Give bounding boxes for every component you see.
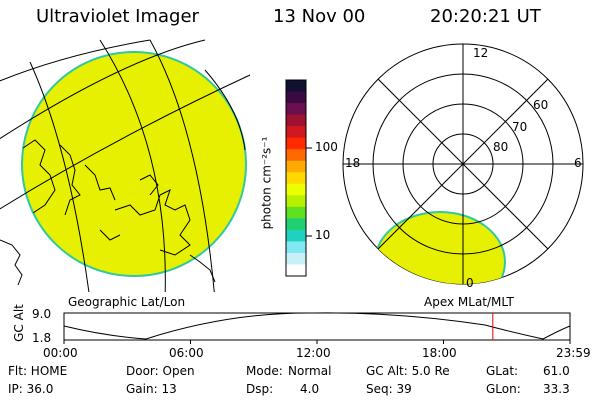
grid-line [0, 74, 251, 210]
grid-line [0, 39, 206, 140]
time-label: 20:20:21 UT [430, 6, 541, 27]
status-gain: Gain: 13 [126, 382, 177, 396]
colorbar-segment [286, 149, 306, 162]
timeline-ytick-bottom: 1.8 [32, 331, 52, 345]
colorbar-segment [286, 80, 306, 93]
colorbar-frame [285, 79, 307, 277]
colorbar-segment [286, 103, 306, 116]
polar-lat-label: 70 [512, 120, 528, 134]
polar-lat-label: 80 [493, 140, 509, 154]
polar-mlt-label-top: 12 [473, 46, 489, 60]
polar-lat-label: 60 [533, 98, 549, 112]
status-door: Door: Open [126, 364, 195, 378]
coastline [99, 229, 121, 241]
timeline-ylabel: GC Alt [11, 304, 26, 342]
lat-lon-grid [0, 39, 251, 292]
status-dsp-label: Dsp: [246, 382, 274, 396]
status-ip: IP: 36.0 [8, 382, 54, 396]
colorbar [286, 80, 306, 277]
colorbar-segment [286, 229, 306, 242]
status-glat: 61.0 [543, 364, 570, 378]
app-title: Ultraviolet Imager [36, 6, 199, 27]
altitude-timeline [63, 312, 571, 344]
grid-line [29, 61, 90, 292]
status-flight: Flt: HOME [8, 364, 68, 378]
coastline [59, 144, 81, 216]
polar-mlt-label-left: 18 [345, 156, 361, 170]
colorbar-segment [286, 241, 306, 254]
timeline-xtick-label: 23:59 [556, 346, 591, 360]
colorbar-segment [286, 218, 306, 231]
status-mode: Normal [288, 364, 332, 378]
status-seq: Seq: 39 [366, 382, 412, 396]
date-label: 13 Nov 00 [273, 6, 366, 27]
timeline-ticks [63, 340, 571, 344]
polar-panel-caption: Apex MLat/MLT [424, 295, 514, 309]
colorbar-segment [286, 91, 306, 104]
grid-line [0, 39, 151, 82]
coastline [22, 139, 56, 231]
uv-emission-region [21, 51, 247, 277]
colorbar-segment [286, 252, 306, 265]
colorbar-segment [286, 264, 306, 277]
grid-line [204, 69, 246, 151]
status-gc-alt: GC Alt: 5.0 Re [366, 364, 450, 378]
colorbar-segment [286, 126, 306, 139]
geographic-map [0, 39, 251, 292]
timeline-ytick-top: 9.0 [32, 307, 52, 321]
colorbar-segment [286, 114, 306, 127]
altitude-curve [63, 312, 571, 340]
polar-plot [342, 43, 584, 285]
coastline [139, 174, 159, 196]
colorbar-unit-label: photon cm⁻²s⁻¹ [259, 136, 274, 230]
colorbar-segment [286, 160, 306, 173]
timeline-xtick-label: 06:00 [169, 346, 204, 360]
coastlines [22, 139, 191, 256]
colorbar-segment [286, 172, 306, 185]
colorbar-segment [286, 195, 306, 208]
polar-spokes [343, 44, 583, 284]
coastline [114, 189, 191, 256]
status-glon: 33.3 [543, 382, 570, 396]
grid-line [149, 39, 215, 292]
timeline-xtick-label: 12:00 [296, 346, 331, 360]
status-mode-label: Mode: [246, 364, 283, 378]
left-panel-caption: Geographic Lat/Lon [68, 295, 186, 309]
timeline-xtick-label: 00:00 [43, 346, 78, 360]
colorbar-tick-label: 10 [315, 228, 331, 242]
grid-line [99, 39, 166, 292]
status-dsp: 4.0 [300, 382, 320, 396]
timeline-frame [63, 312, 571, 341]
coastline [189, 254, 216, 283]
coastline [84, 164, 116, 201]
colorbar-segment [286, 206, 306, 219]
polar-mlt-label-bottom: 0 [466, 276, 474, 290]
outer-coastline [0, 239, 216, 286]
colorbar-segment [286, 183, 306, 196]
timeline-xtick-label: 18:00 [422, 346, 457, 360]
status-glon-label: GLon: [486, 382, 521, 396]
status-glat-label: GLat: [486, 364, 519, 378]
coastline [0, 239, 23, 286]
colorbar-tick-label: 100 [315, 140, 338, 154]
polar-mlt-label-right: 6 [574, 156, 582, 170]
colorbar-segment [286, 137, 306, 150]
